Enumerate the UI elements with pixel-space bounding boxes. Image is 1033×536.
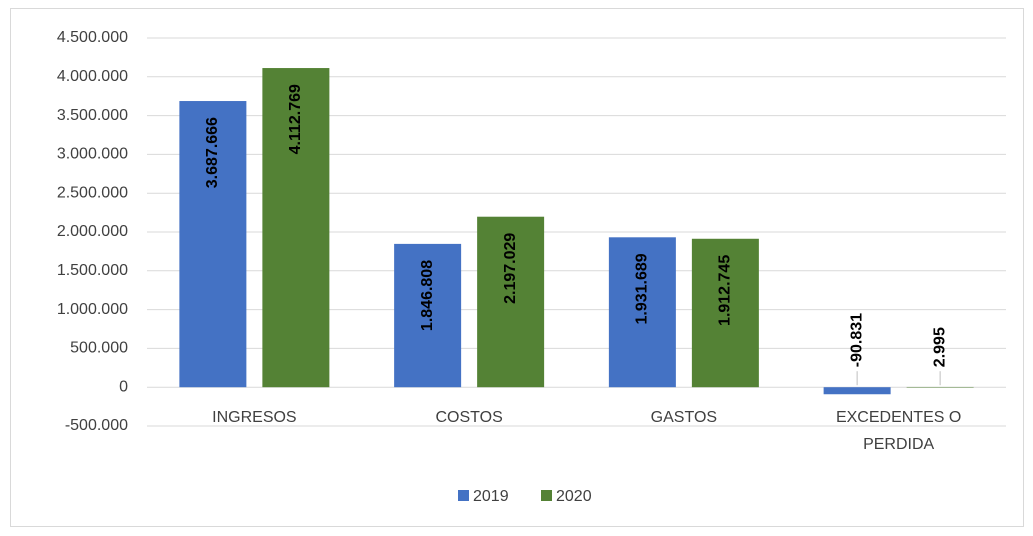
legend-swatch: [541, 490, 552, 501]
y-tick-label: 3.000.000: [57, 146, 128, 163]
y-tick-label: 4.500.000: [57, 29, 128, 46]
bar: [262, 68, 330, 388]
y-tick-label: 1.500.000: [57, 262, 128, 279]
data-label: 2.995: [931, 327, 948, 367]
y-tick-label: 2.000.000: [57, 223, 128, 240]
data-label: 2.197.029: [502, 233, 519, 304]
x-tick-label: EXCEDENTES O PERDIDA: [835, 409, 962, 453]
bar: [691, 238, 759, 388]
y-tick-label: 2.500.000: [57, 184, 128, 201]
y-tick-label: 500.000: [70, 340, 128, 357]
legend-label: 2020: [556, 488, 592, 505]
data-label: -90.831: [848, 313, 865, 367]
y-tick-label: 1.000.000: [57, 301, 128, 318]
bar: [608, 237, 676, 388]
x-tick-label: COSTOS: [435, 409, 503, 426]
data-label: 1.912.745: [717, 255, 734, 326]
y-tick-label: 3.500.000: [57, 107, 128, 124]
bar: [906, 386, 974, 388]
bar: [394, 243, 462, 388]
data-label: 1.931.689: [634, 253, 651, 324]
x-tick-label: INGRESOS: [212, 409, 297, 426]
bar: [477, 216, 545, 388]
legend-label: 2019: [473, 488, 509, 505]
data-label: 4.112.769: [287, 84, 304, 154]
y-tick-label: 0: [119, 378, 128, 395]
y-tick-label: 4.000.000: [57, 68, 128, 85]
bar: [823, 387, 891, 395]
data-label: 3.687.666: [204, 117, 221, 188]
data-label: 1.846.808: [419, 260, 436, 331]
y-tick-label: -500.000: [65, 417, 128, 434]
legend-swatch: [458, 490, 469, 501]
bar: [179, 101, 247, 388]
x-tick-label: GASTOS: [650, 409, 718, 426]
